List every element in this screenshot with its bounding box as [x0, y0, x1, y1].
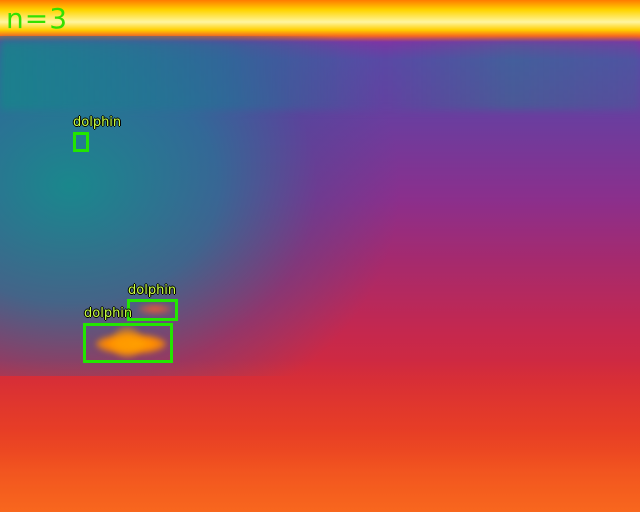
detection-box [73, 132, 89, 152]
detection-label: dolphin [84, 306, 133, 321]
detection-count: n=3 [6, 2, 69, 35]
warm-water-region [0, 360, 640, 512]
detection-box [83, 323, 173, 363]
cool-water-band [0, 40, 640, 110]
detection-label: dolphin [128, 283, 177, 298]
detection-box [127, 299, 178, 321]
detection-label: dolphin [73, 115, 122, 130]
dolphin-heat-signature [138, 304, 172, 314]
dolphin-heat-signature [112, 326, 142, 358]
